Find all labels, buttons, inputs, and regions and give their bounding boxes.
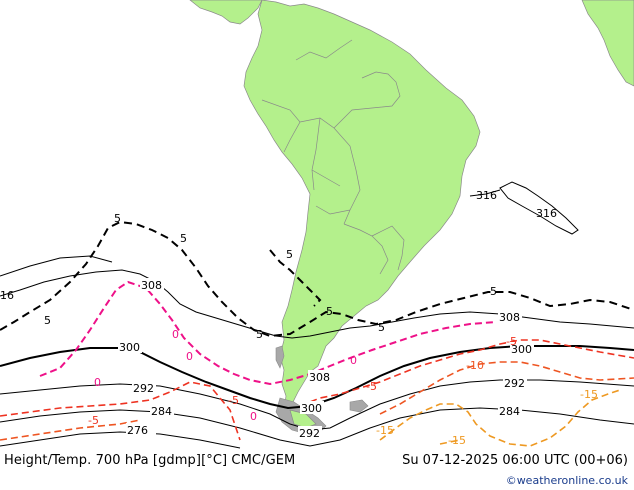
temp-label-5a: 5 bbox=[114, 212, 121, 225]
temp-label-5f: 5 bbox=[326, 305, 333, 318]
temp-label-m5b: -5 bbox=[228, 394, 239, 407]
svg-text:316: 316 bbox=[536, 207, 557, 220]
svg-text:5: 5 bbox=[326, 305, 333, 318]
svg-text:308: 308 bbox=[141, 279, 162, 292]
temp-contour-0 bbox=[39, 280, 497, 386]
svg-text:0: 0 bbox=[94, 376, 101, 389]
svg-text:5: 5 bbox=[378, 321, 385, 334]
svg-text:-5: -5 bbox=[366, 380, 377, 393]
height-label-292c: 292 bbox=[503, 376, 527, 390]
temp-label-16: 16 bbox=[0, 289, 14, 302]
temp-label-5g: 5 bbox=[378, 321, 385, 334]
svg-text:300: 300 bbox=[119, 341, 140, 354]
height-label-300a: 300 bbox=[118, 340, 142, 354]
svg-text:-5: -5 bbox=[88, 414, 99, 427]
svg-text:5: 5 bbox=[180, 232, 187, 245]
svg-text:308: 308 bbox=[499, 311, 520, 324]
height-label-276: 276 bbox=[126, 423, 156, 437]
valid-time: Su 07-12-2025 06:00 UTC (00+06) bbox=[402, 453, 628, 468]
height-label-308c: 308 bbox=[498, 310, 522, 324]
temp-label-m5a: -5 bbox=[88, 414, 99, 427]
temp-label-m15a: -15 bbox=[376, 424, 394, 437]
temp-label-0d: 0 bbox=[250, 410, 257, 423]
svg-text:292: 292 bbox=[299, 427, 320, 440]
svg-text:-15: -15 bbox=[448, 434, 466, 447]
temp-contour-minus15 bbox=[379, 389, 621, 447]
height-contour-284 bbox=[0, 407, 634, 447]
temp-contour-5 bbox=[0, 220, 634, 338]
credit-link[interactable]: ©weatheronline.co.uk bbox=[505, 474, 628, 487]
height-label-316b: 316 bbox=[536, 207, 557, 220]
height-contour-276 bbox=[0, 431, 241, 449]
svg-text:0: 0 bbox=[172, 328, 179, 341]
svg-text:316: 316 bbox=[476, 189, 497, 202]
svg-text:292: 292 bbox=[504, 377, 525, 390]
border-lines bbox=[261, 39, 405, 275]
land-south-america bbox=[243, 0, 481, 415]
temp-contour-minus5 bbox=[0, 339, 634, 441]
svg-text:284: 284 bbox=[151, 405, 172, 418]
height-label-292b: 292 bbox=[298, 426, 322, 440]
temp-contour-5-north bbox=[269, 249, 322, 307]
land-central-america bbox=[189, 0, 263, 25]
land-chile-islands bbox=[275, 345, 285, 369]
footer-bar bbox=[0, 466, 634, 490]
temp-label-m15c: -15 bbox=[580, 388, 598, 401]
svg-text:-10: -10 bbox=[466, 359, 484, 372]
map-title: Height/Temp. 700 hPa [gdmp][°C] CMC/GEM bbox=[4, 453, 296, 468]
land-africa bbox=[581, 0, 634, 87]
svg-text:308: 308 bbox=[309, 371, 330, 384]
svg-text:300: 300 bbox=[301, 402, 322, 415]
svg-text:-5: -5 bbox=[506, 335, 517, 348]
temp-label-5c: 5 bbox=[286, 248, 293, 261]
temp-label-m15b: -15 bbox=[448, 434, 466, 447]
land-falklands bbox=[349, 399, 369, 413]
svg-text:5: 5 bbox=[256, 328, 263, 341]
svg-text:284: 284 bbox=[499, 405, 520, 418]
svg-text:-5: -5 bbox=[228, 394, 239, 407]
temp-label-5b: 5 bbox=[180, 232, 187, 245]
svg-text:276: 276 bbox=[127, 424, 148, 437]
temp-contour-minus10 bbox=[0, 361, 634, 441]
island-outline bbox=[499, 181, 579, 235]
height-label-316a: 316 bbox=[476, 189, 497, 202]
temp-label-5h: 5 bbox=[490, 285, 497, 298]
height-contour-316 bbox=[469, 189, 501, 197]
svg-text:0: 0 bbox=[186, 350, 193, 363]
temp-label-5d: 5 bbox=[44, 314, 51, 327]
svg-text:0: 0 bbox=[250, 410, 257, 423]
temp-label-0a: 0 bbox=[94, 376, 101, 389]
svg-text:5: 5 bbox=[490, 285, 497, 298]
temp-label-0b: 0 bbox=[172, 328, 179, 341]
svg-text:-15: -15 bbox=[580, 388, 598, 401]
height-label-284b: 284 bbox=[498, 404, 522, 418]
svg-text:300: 300 bbox=[511, 343, 532, 356]
svg-text:0: 0 bbox=[350, 354, 357, 367]
height-label-308b: 308 bbox=[308, 370, 332, 384]
temp-label-5e: 5 bbox=[256, 328, 263, 341]
svg-text:16: 16 bbox=[0, 289, 14, 302]
temp-label-m5c: -5 bbox=[366, 380, 377, 393]
height-label-284a: 284 bbox=[150, 404, 174, 418]
height-label-300b: 300 bbox=[300, 401, 324, 415]
svg-text:5: 5 bbox=[286, 248, 293, 261]
temp-label-0c: 0 bbox=[186, 350, 193, 363]
height-label-308a: 308 bbox=[140, 278, 164, 292]
temp-label-m5d: -5 bbox=[506, 335, 517, 348]
svg-text:5: 5 bbox=[44, 314, 51, 327]
svg-text:-15: -15 bbox=[376, 424, 394, 437]
svg-text:5: 5 bbox=[114, 212, 121, 225]
temp-label-m10: -10 bbox=[466, 359, 484, 372]
height-label-300c: 300 bbox=[510, 342, 534, 356]
height-contour-308b bbox=[0, 255, 113, 277]
svg-text:292: 292 bbox=[133, 382, 154, 395]
temp-label-0e: 0 bbox=[350, 354, 357, 367]
height-label-292a: 292 bbox=[132, 381, 156, 395]
